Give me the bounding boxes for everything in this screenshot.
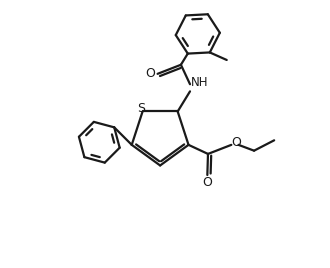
Text: O: O	[202, 176, 212, 189]
Text: O: O	[231, 136, 241, 149]
Text: S: S	[137, 102, 145, 116]
Text: NH: NH	[191, 76, 209, 89]
Text: O: O	[146, 67, 155, 80]
